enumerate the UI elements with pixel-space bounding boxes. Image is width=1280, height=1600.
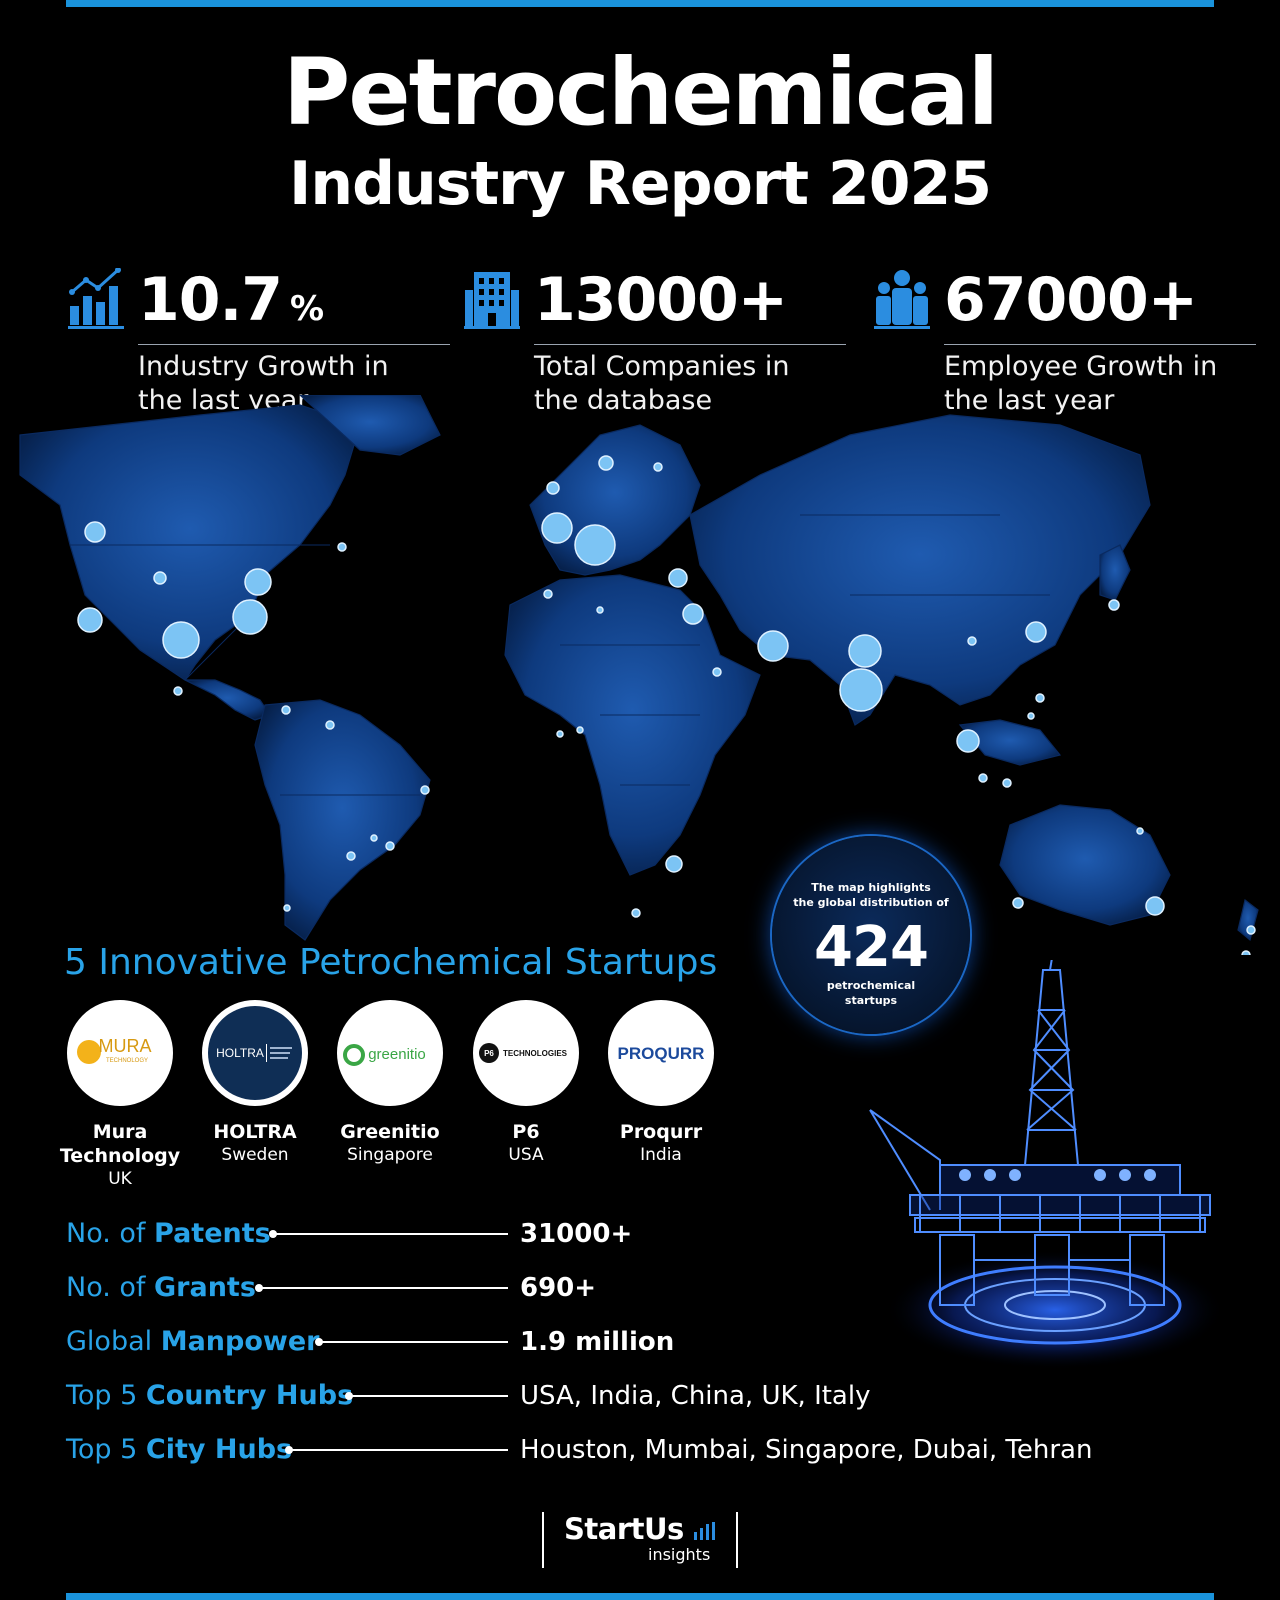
- fact-city-hubs: Top 5 City Hubs Houston, Mumbai, Singapo…: [66, 1430, 1216, 1470]
- fact-value: 1.9 million: [520, 1327, 675, 1357]
- bottom-accent-bar: [66, 1593, 1214, 1600]
- connector-dot: [315, 1338, 323, 1346]
- svg-text:PROQURR: PROQURR: [618, 1044, 705, 1063]
- report-title: Petrochemical: [282, 39, 999, 146]
- connector-line: [350, 1395, 508, 1397]
- signal-bars-icon: [694, 1522, 715, 1540]
- fact-grants: No. of Grants 690+: [66, 1268, 1216, 1308]
- fact-value: 690+: [520, 1273, 597, 1303]
- startup-name-p6: P6 USA: [508, 1121, 544, 1165]
- badge-caption: The map highlights the global distributio…: [793, 881, 949, 909]
- stat-divider: [534, 344, 846, 345]
- stat-value: 13000+: [534, 265, 788, 335]
- fact-label: Global Manpower: [66, 1326, 320, 1357]
- stat-divider: [138, 344, 450, 345]
- fact-label: Top 5 City Hubs: [66, 1434, 293, 1465]
- top-accent-bar: [66, 0, 1214, 7]
- startup-name-proqurr: Proqurr India: [619, 1121, 703, 1165]
- fact-value: USA, India, China, UK, Italy: [520, 1381, 871, 1411]
- report-subtitle: Industry Report 2025: [289, 149, 992, 219]
- stat-industry-growth: 10.7% Industry Growth in the last year: [66, 265, 450, 418]
- fact-label: No. of Grants: [66, 1272, 256, 1303]
- fact-value: Houston, Mumbai, Singapore, Dubai, Tehra…: [520, 1435, 1093, 1465]
- connector-line: [290, 1449, 508, 1451]
- stat-divider: [944, 344, 1256, 345]
- bar-chart-growth-icon: [68, 268, 124, 329]
- stat-description: Employee Growth in the last year: [944, 351, 1218, 416]
- badge-footer: petrochemical startups: [826, 979, 916, 1007]
- svg-text:TECHNOLOGIES: TECHNOLOGIES: [503, 1049, 568, 1058]
- fact-country-hubs: Top 5 Country Hubs USA, India, China, UK…: [66, 1376, 1216, 1416]
- logo-mura-technology: MURA TECHNOLOGY: [67, 1000, 173, 1106]
- footer-divider-left: [542, 1512, 544, 1568]
- logo-holtra: HOLTRA: [202, 1000, 308, 1106]
- logo-p6-technologies: P6 TECHNOLOGIES: [473, 1000, 579, 1106]
- continents: [19, 395, 1259, 942]
- startup-count-badge: The map highlights the global distributio…: [772, 836, 970, 1034]
- connector-dot: [345, 1392, 353, 1400]
- stat-value: 67000+: [944, 265, 1198, 335]
- startup-name-mura: Mura Technology UK: [59, 1121, 181, 1189]
- startup-name-holtra: HOLTRA Sweden: [213, 1121, 297, 1165]
- fact-value: 31000+: [520, 1219, 633, 1249]
- svg-text:greenitio: greenitio: [368, 1046, 426, 1063]
- footer-sub: insights: [648, 1545, 711, 1564]
- fact-label: Top 5 Country Hubs: [66, 1380, 354, 1411]
- building-icon: [464, 272, 520, 329]
- stat-employee-growth: 67000+ Employee Growth in the last year: [872, 265, 1256, 418]
- footer-divider-right: [736, 1512, 738, 1568]
- logo-greenitio: greenitio: [337, 1000, 443, 1106]
- badge-number: 424: [814, 915, 929, 980]
- svg-text:HOLTRA: HOLTRA: [216, 1046, 264, 1060]
- stat-total-companies: 13000+ Total Companies in the database: [462, 265, 846, 418]
- footer-brand: StartUs: [564, 1512, 684, 1546]
- connector-line: [260, 1287, 508, 1289]
- fact-label: No. of Patents: [66, 1218, 271, 1249]
- svg-text:P6: P6: [484, 1049, 494, 1058]
- connector-dot: [255, 1284, 263, 1292]
- people-group-icon: [874, 270, 930, 329]
- logo-proqurr: PROQURR: [608, 1000, 714, 1106]
- stat-value: 10.7%: [138, 265, 324, 335]
- startup-location-dots: [77, 455, 1256, 955]
- svg-text:MURA: MURA: [99, 1036, 152, 1056]
- svg-text:TECHNOLOGY: TECHNOLOGY: [106, 1058, 148, 1064]
- world-map: [19, 395, 1259, 955]
- connector-dot: [269, 1230, 277, 1238]
- oil-rig-illustration: [869, 960, 1220, 1370]
- fact-manpower: Global Manpower 1.9 million: [66, 1322, 1216, 1362]
- connector-dot: [285, 1446, 293, 1454]
- stat-description: Total Companies in the database: [534, 351, 790, 416]
- connector-line: [320, 1341, 508, 1343]
- fact-patents: No. of Patents 31000+: [66, 1214, 1216, 1254]
- startup-name-greenitio: Greenitio Singapore: [340, 1121, 440, 1165]
- connector-line: [274, 1233, 508, 1235]
- startus-insights-logo: StartUs insights: [542, 1512, 738, 1568]
- startups-heading: 5 Innovative Petrochemical Startups: [64, 942, 718, 983]
